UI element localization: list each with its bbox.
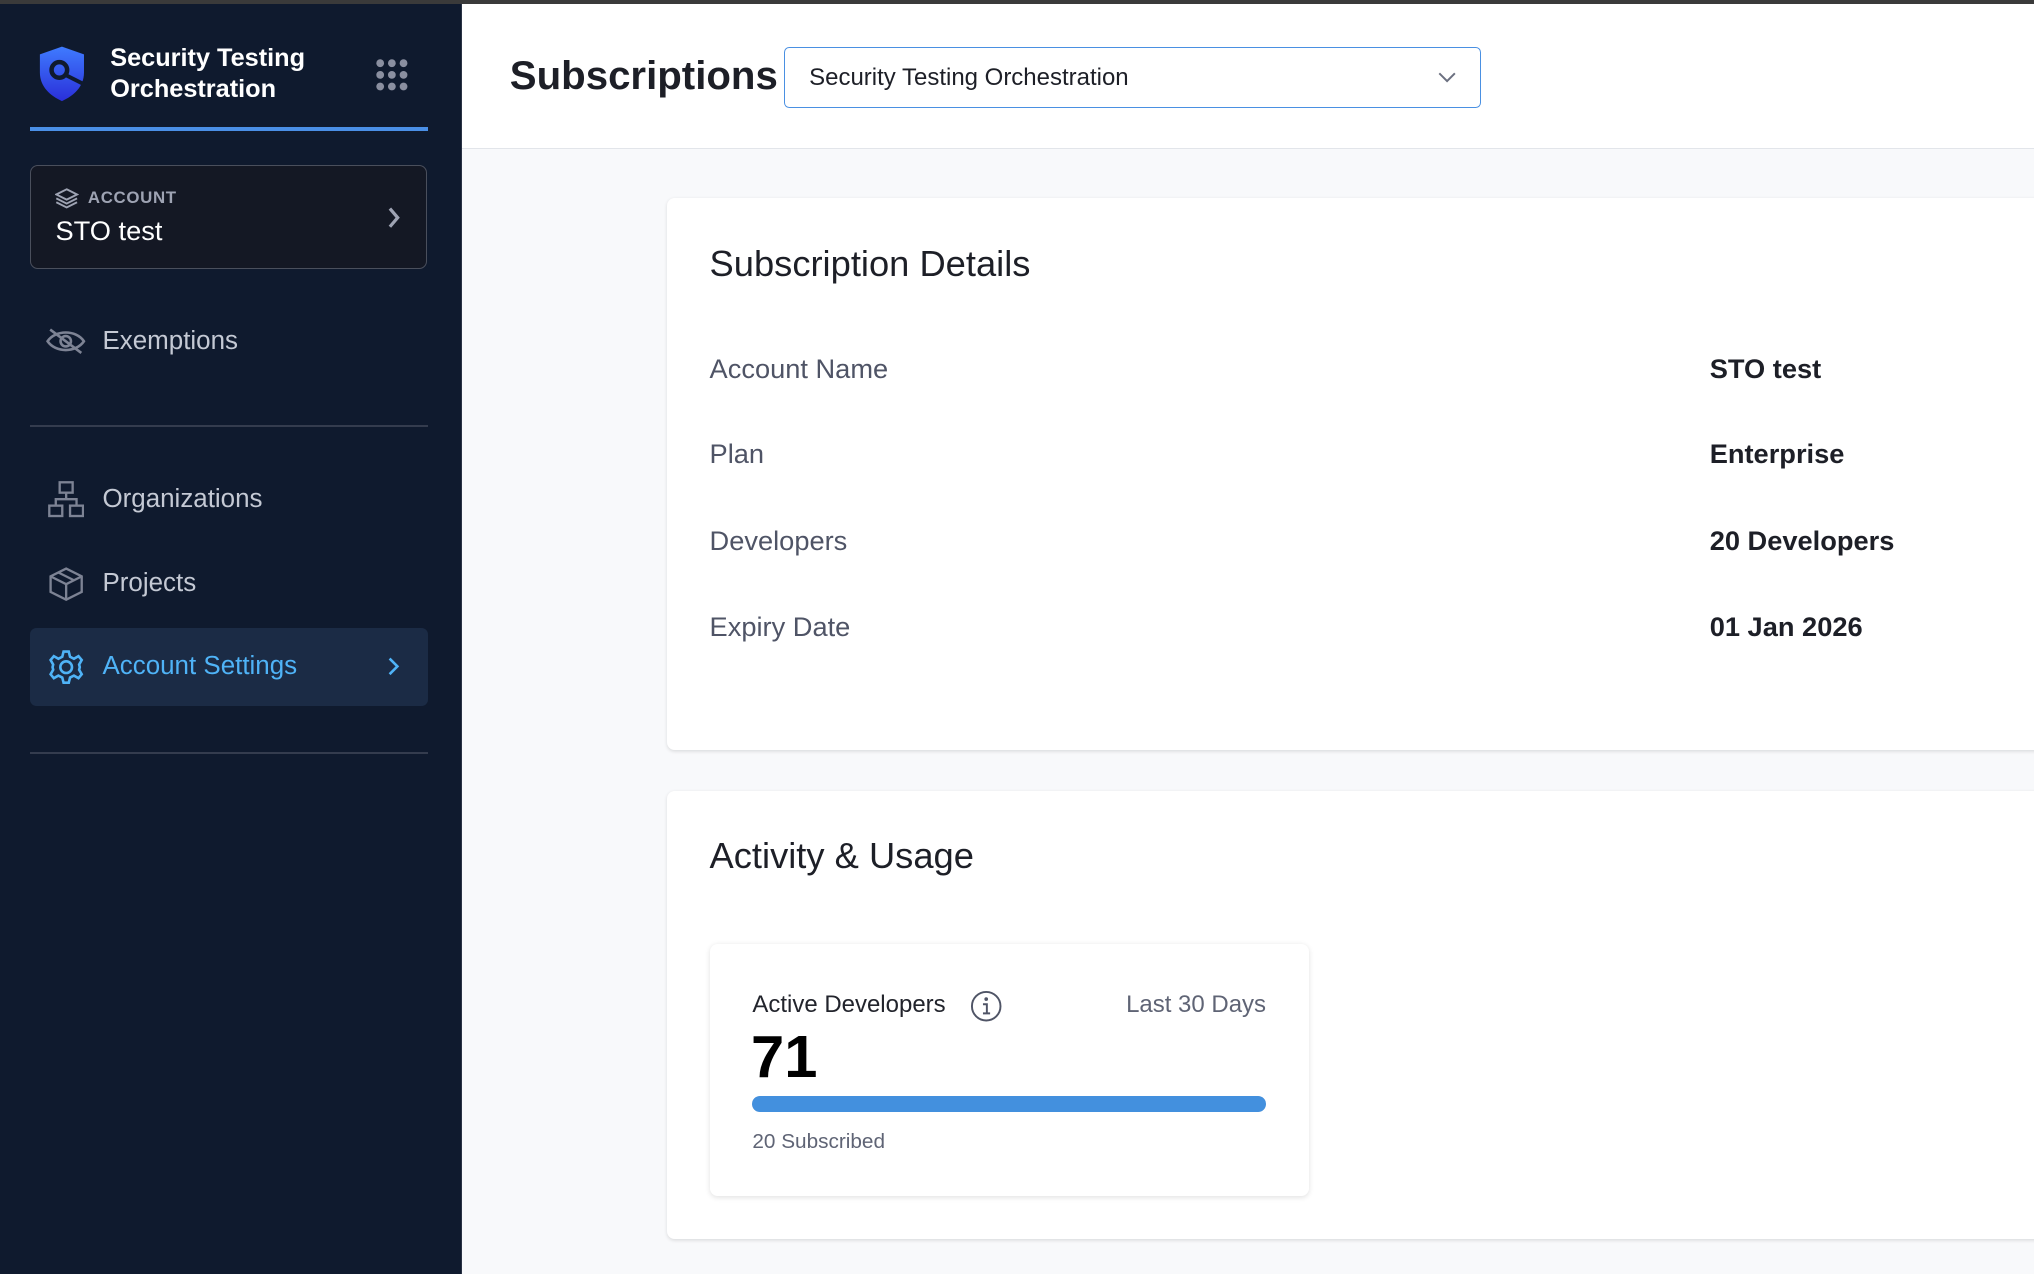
sidebar-divider xyxy=(29,752,429,754)
info-icon[interactable] xyxy=(970,990,1002,1022)
sidebar-item-organizations[interactable]: Organizations xyxy=(30,461,428,539)
module-select[interactable]: Security Testing Orchestration xyxy=(783,46,1481,109)
chevron-right-icon xyxy=(388,207,401,228)
account-name: STO test xyxy=(55,215,163,247)
account-switcher[interactable]: ACCOUNT STO test xyxy=(29,164,428,270)
gear-icon xyxy=(30,649,103,685)
active-module-indicator xyxy=(29,127,429,131)
detail-value: 20 Developers xyxy=(1709,525,1895,557)
window-top-bar xyxy=(0,0,2034,4)
layers-icon xyxy=(55,187,79,209)
metric-period: Last 30 Days xyxy=(1126,991,1267,1019)
sidebar-item-exemptions[interactable]: Exemptions xyxy=(30,302,428,380)
app-grid-icon[interactable] xyxy=(375,58,409,92)
detail-label: Expiry Date xyxy=(709,610,851,642)
chevron-right-icon xyxy=(388,658,399,676)
detail-label: Developers xyxy=(709,525,848,557)
sidebar-item-label: Projects xyxy=(102,569,197,598)
sidebar-item-projects[interactable]: Projects xyxy=(30,545,428,623)
detail-value: STO test xyxy=(1709,352,1822,384)
usage-progress-fill xyxy=(752,1096,1267,1112)
detail-value: Enterprise xyxy=(1709,438,1845,470)
metric-value: 71 xyxy=(751,1023,818,1091)
subscribed-count: 20 Subscribed xyxy=(752,1129,885,1153)
page-header: Subscriptions Security Testing Orchestra… xyxy=(461,3,2034,149)
app-title: Security Testing Orchestration xyxy=(110,43,306,103)
sidebar-item-label: Account Settings xyxy=(102,652,298,681)
account-label: ACCOUNT xyxy=(87,187,177,207)
sidebar: Security Testing Orchestration ACCOUNT S… xyxy=(0,3,462,1274)
detail-value: 01 Jan 2026 xyxy=(1709,610,1863,642)
detail-label: Account Name xyxy=(709,352,889,384)
cube-icon xyxy=(30,566,103,602)
activity-usage-card: Activity & Usage Active Developers Last … xyxy=(666,791,2034,1239)
metric-label: Active Developers xyxy=(752,991,946,1019)
page-title: Subscriptions xyxy=(509,53,778,99)
shield-logo-icon xyxy=(40,46,86,102)
subscription-details-card: Subscription Details Account Name STO te… xyxy=(666,198,2034,750)
hierarchy-icon xyxy=(30,481,103,518)
detail-label: Plan xyxy=(709,438,765,470)
sidebar-item-account-settings[interactable]: Account Settings xyxy=(29,627,429,706)
sidebar-divider xyxy=(29,425,429,427)
module-select-value: Security Testing Orchestration xyxy=(809,63,1129,91)
eye-slash-icon xyxy=(30,327,103,356)
chevron-down-icon xyxy=(1438,72,1456,83)
active-developers-card: Active Developers Last 30 Days 71 20 Sub… xyxy=(709,944,1309,1196)
sidebar-item-label: Exemptions xyxy=(102,326,238,355)
sidebar-item-label: Organizations xyxy=(102,484,263,513)
card-title: Subscription Details xyxy=(709,242,1031,284)
usage-progress-bar xyxy=(752,1096,1267,1112)
card-title: Activity & Usage xyxy=(709,835,974,877)
